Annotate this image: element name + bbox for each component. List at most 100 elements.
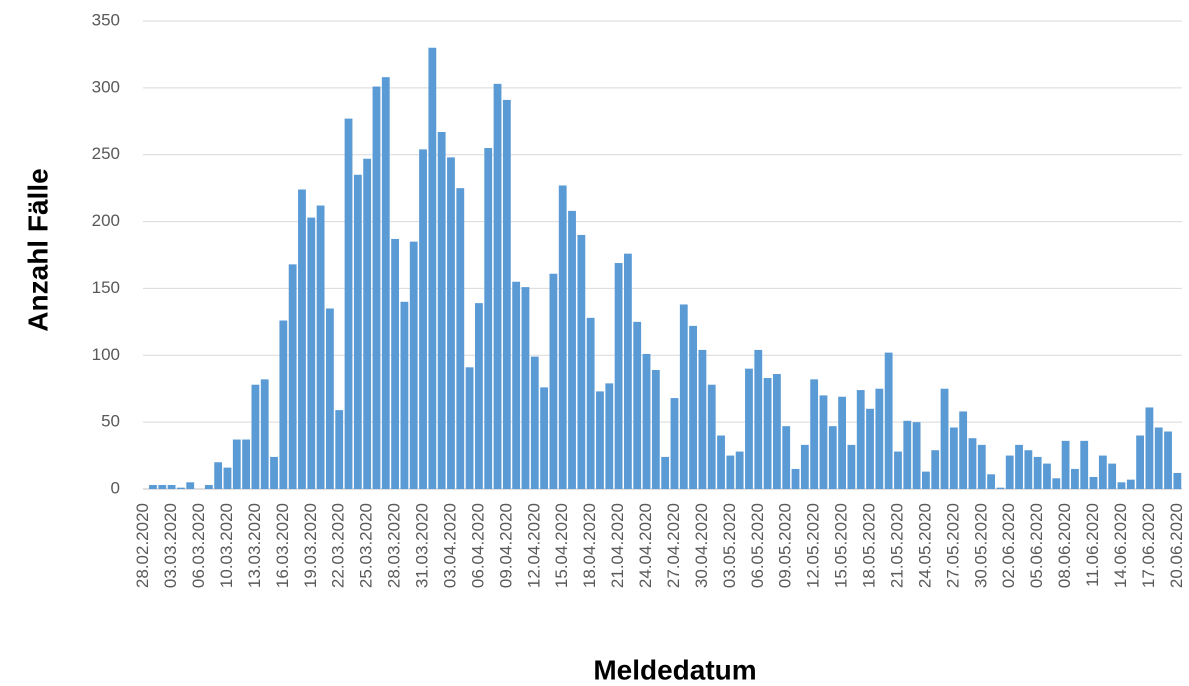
bar bbox=[167, 484, 176, 489]
bar bbox=[1024, 450, 1033, 489]
bar bbox=[502, 99, 511, 490]
bar bbox=[782, 426, 791, 489]
bar bbox=[474, 303, 483, 489]
bar bbox=[959, 411, 968, 489]
x-tick-label: 28.03.2020 bbox=[385, 503, 404, 588]
bar bbox=[381, 77, 390, 489]
bar bbox=[717, 435, 725, 489]
bar bbox=[1108, 463, 1117, 489]
bar bbox=[540, 387, 549, 489]
bar bbox=[149, 484, 157, 489]
bar bbox=[940, 388, 949, 489]
bar bbox=[866, 408, 874, 489]
bar bbox=[400, 301, 409, 489]
bar bbox=[679, 304, 688, 489]
x-tick-label: 03.05.2020 bbox=[720, 503, 739, 588]
bar bbox=[977, 444, 986, 489]
x-tick-label: 22.03.2020 bbox=[329, 503, 348, 588]
x-tick-label: 19.03.2020 bbox=[301, 503, 320, 588]
bar bbox=[661, 456, 670, 489]
x-tick-label: 06.03.2020 bbox=[189, 503, 208, 588]
bar bbox=[810, 379, 819, 489]
bar bbox=[596, 391, 604, 489]
bar bbox=[1052, 478, 1061, 489]
bar bbox=[1098, 455, 1107, 489]
bar bbox=[214, 462, 223, 489]
bar bbox=[568, 210, 576, 490]
bar bbox=[512, 281, 521, 489]
bar bbox=[288, 264, 297, 489]
bar bbox=[884, 352, 893, 489]
bar bbox=[549, 273, 558, 489]
x-axis-title: Meldedatum bbox=[593, 654, 756, 685]
bar bbox=[707, 384, 716, 489]
bar bbox=[428, 47, 437, 489]
bar bbox=[586, 317, 595, 489]
x-tick-label: 21.04.2020 bbox=[608, 503, 627, 588]
bar bbox=[735, 451, 744, 489]
y-tick-label: 200 bbox=[92, 211, 120, 230]
y-tick-label: 50 bbox=[101, 412, 120, 431]
x-tick-label: 27.04.2020 bbox=[664, 503, 683, 588]
bar bbox=[493, 83, 502, 490]
bar bbox=[335, 410, 344, 489]
bar bbox=[391, 238, 400, 489]
bar bbox=[186, 482, 195, 489]
bar bbox=[242, 439, 251, 489]
x-tick-label: 09.04.2020 bbox=[496, 503, 515, 588]
x-tick-label: 21.05.2020 bbox=[887, 503, 906, 588]
y-tick-label: 250 bbox=[92, 144, 120, 163]
bar bbox=[325, 308, 334, 489]
x-tick-label: 24.04.2020 bbox=[636, 503, 655, 588]
x-tick-label: 15.05.2020 bbox=[832, 503, 851, 588]
bar bbox=[1089, 476, 1098, 489]
bar bbox=[689, 325, 698, 489]
bar bbox=[1164, 431, 1172, 489]
bar bbox=[530, 356, 539, 489]
x-tick-label: 16.03.2020 bbox=[273, 503, 292, 588]
bar bbox=[409, 241, 418, 489]
bar bbox=[465, 367, 474, 489]
x-tick-label: 27.05.2020 bbox=[943, 503, 962, 588]
x-tick-label: 06.05.2020 bbox=[748, 503, 767, 588]
bar bbox=[344, 118, 353, 490]
bar bbox=[921, 471, 930, 489]
bar bbox=[1033, 456, 1042, 489]
bar bbox=[447, 157, 455, 490]
bar bbox=[363, 158, 372, 489]
x-tick-label: 24.05.2020 bbox=[915, 503, 934, 588]
bar bbox=[1005, 455, 1014, 489]
x-tick-label: 02.06.2020 bbox=[999, 503, 1018, 588]
x-tick-label: 03.03.2020 bbox=[161, 503, 180, 588]
bar bbox=[791, 468, 800, 489]
bar bbox=[176, 487, 185, 489]
bar bbox=[623, 253, 632, 489]
bar bbox=[856, 390, 865, 489]
x-tick-label: 18.04.2020 bbox=[580, 503, 599, 588]
bar bbox=[260, 379, 269, 489]
bar bbox=[754, 349, 763, 489]
bar bbox=[819, 395, 828, 489]
bar bbox=[158, 484, 167, 489]
y-axis-title: Anzahl Fälle bbox=[22, 168, 53, 331]
x-tick-label: 10.03.2020 bbox=[217, 503, 236, 588]
bar bbox=[1080, 440, 1089, 489]
x-tick-label: 05.06.2020 bbox=[1027, 503, 1046, 588]
x-tick-label: 18.05.2020 bbox=[860, 503, 879, 588]
x-tick-label: 12.05.2020 bbox=[804, 503, 823, 588]
bar bbox=[772, 374, 781, 489]
bar bbox=[456, 188, 465, 489]
y-tick-label: 0 bbox=[111, 478, 120, 497]
x-tick-label: 09.05.2020 bbox=[776, 503, 795, 588]
bar bbox=[484, 148, 493, 489]
bar bbox=[372, 86, 381, 490]
bar bbox=[698, 349, 707, 489]
bar bbox=[651, 369, 660, 489]
x-tick-label: 20.06.2020 bbox=[1167, 503, 1186, 588]
bar bbox=[894, 451, 902, 489]
bar bbox=[279, 320, 288, 489]
bar bbox=[307, 217, 316, 489]
bar bbox=[875, 388, 884, 489]
bar bbox=[847, 444, 856, 489]
